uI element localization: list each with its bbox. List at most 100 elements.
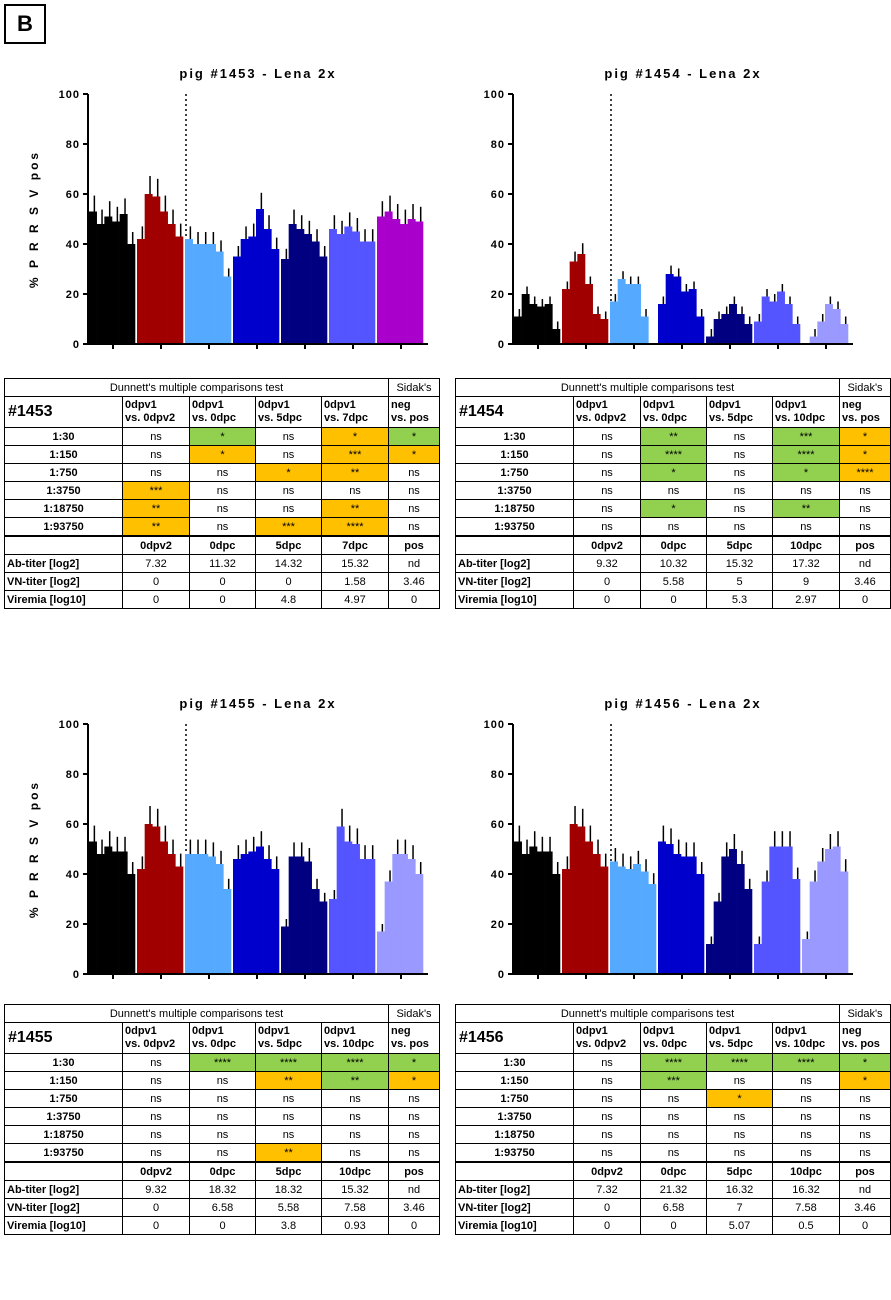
bar	[281, 926, 289, 974]
comparison-header: 0dpv1 vs. 5dpc	[255, 396, 322, 428]
bar	[777, 846, 785, 974]
comparison-line: vs. pos	[391, 412, 429, 424]
significance-cell: ****	[189, 1053, 256, 1072]
comparison-header: neg vs. pos	[388, 1022, 440, 1054]
bar	[562, 289, 570, 344]
y-tick-label: 20	[66, 289, 80, 301]
comparison-header: 0dpv1 vs. 0dpv2	[122, 396, 190, 428]
comparison-line: 0dpv1	[576, 399, 608, 411]
titer-label: Ab-titer [log2]	[4, 554, 123, 573]
blank-cell	[455, 1161, 574, 1181]
titer-label: Viremia [log10]	[455, 590, 574, 609]
y-tick-label: 0	[498, 969, 505, 981]
y-axis-label: % P R R S V pos	[27, 780, 41, 918]
dilution-label: 1:93750	[4, 1143, 123, 1163]
comparison-line: vs. 0dpv2	[576, 1038, 627, 1050]
y-tick-label: 60	[66, 819, 80, 831]
comparison-line: vs. 0dpc	[192, 412, 237, 424]
comparison-line: 0dpv1	[709, 1025, 741, 1037]
titer-value: 5	[706, 572, 773, 591]
titer-value: nd	[839, 554, 891, 573]
titer-value: 15.32	[706, 554, 773, 573]
bar	[359, 241, 368, 344]
bar	[319, 256, 328, 344]
bar	[769, 301, 778, 344]
comparison-line: vs. 0dpv2	[125, 1038, 176, 1050]
bar	[736, 314, 745, 344]
significance-cell: ns	[122, 1053, 190, 1072]
comparison-line: 0dpv1	[775, 1025, 807, 1037]
timepoint-header: 7dpc	[321, 535, 389, 555]
bar	[514, 316, 522, 344]
bar	[792, 324, 801, 344]
bar	[744, 324, 753, 344]
dilution-label: 1:3750	[455, 1107, 574, 1126]
y-tick-label: 20	[66, 919, 80, 931]
titer-label: Ab-titer [log2]	[455, 554, 574, 573]
comparison-line: vs. 0dpv2	[576, 412, 627, 424]
significance-cell: **	[772, 499, 840, 518]
significance-cell: ***	[321, 445, 389, 464]
chart-title: pig #1453 - Lena 2x	[179, 66, 336, 81]
comparison-line: 0dpv1	[192, 1025, 224, 1037]
bar	[352, 231, 360, 344]
titer-value: 0	[573, 1216, 641, 1235]
titer-value: 0	[573, 1198, 641, 1217]
significance-cell: ns	[189, 499, 256, 518]
dilution-label: 1:18750	[4, 1125, 123, 1144]
dilution-label: 1:93750	[455, 517, 574, 537]
bar	[112, 221, 120, 344]
significance-cell: ns	[573, 1071, 641, 1090]
titer-value: 15.32	[321, 554, 389, 573]
significance-cell: **	[640, 427, 707, 446]
bar	[721, 314, 730, 344]
dilution-label: 1:150	[4, 1071, 123, 1090]
comparison-line: 0dpv1	[643, 399, 675, 411]
titer-value: 0.5	[772, 1216, 840, 1235]
titer-value: 17.32	[772, 554, 840, 573]
significance-cell: ns	[640, 1089, 707, 1108]
titer-label: VN-titer [log2]	[455, 572, 574, 591]
comparison-line: vs. pos	[842, 1038, 880, 1050]
significance-cell: ns	[573, 1053, 641, 1072]
significance-cell: *	[388, 427, 440, 446]
comparison-line: neg	[842, 399, 862, 411]
bar	[792, 879, 801, 974]
y-tick-label: 20	[491, 919, 505, 931]
titer-value: 7	[706, 1198, 773, 1217]
bar	[681, 856, 689, 974]
bar	[160, 211, 168, 344]
bar	[215, 251, 224, 344]
dilution-label: 1:750	[4, 1089, 123, 1108]
titer-label: VN-titer [log2]	[4, 1198, 123, 1217]
bar	[706, 944, 714, 974]
bar-chart: pig #1453 - Lena 2x % P R R S V pos 0 20 40 6…	[0, 60, 445, 360]
titer-value: 0	[122, 572, 190, 591]
bar	[152, 196, 161, 344]
titer-value: 3.46	[388, 1198, 440, 1217]
significance-cell: ns	[640, 481, 707, 500]
bar	[610, 301, 618, 344]
bar	[185, 239, 193, 344]
titer-value: 4.8	[255, 590, 322, 609]
dilution-label: 1:750	[455, 463, 574, 482]
timepoint-header: 0dpc	[189, 535, 256, 555]
significance-cell: ns	[321, 1107, 389, 1126]
bar	[248, 851, 257, 974]
timepoint-header: 0dpv2	[122, 535, 190, 555]
significance-cell: ns	[573, 445, 641, 464]
bar	[640, 871, 649, 974]
bar	[263, 859, 272, 974]
titer-value: 2.97	[772, 590, 840, 609]
comparison-header: 0dpv1 vs. 10dpc	[772, 396, 840, 428]
significance-cell: ns	[772, 1071, 840, 1090]
bar	[665, 274, 674, 344]
bar	[352, 844, 360, 974]
bar	[592, 314, 601, 344]
bar	[736, 864, 745, 974]
bar	[569, 824, 578, 974]
significance-cell: **	[122, 517, 190, 537]
bar	[665, 844, 674, 974]
titer-value: 11.32	[189, 554, 256, 573]
significance-cell: *	[839, 427, 891, 446]
